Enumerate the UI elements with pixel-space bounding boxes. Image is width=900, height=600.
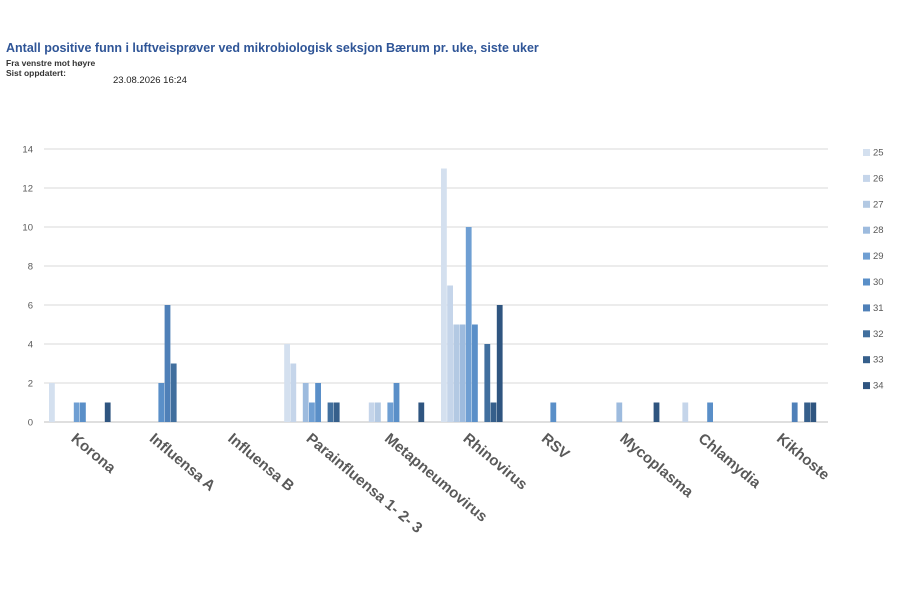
bar — [309, 402, 315, 422]
category-label: Influensa A — [146, 430, 219, 495]
bar — [302, 383, 309, 422]
bar — [418, 402, 425, 422]
y-tick-label: 0 — [28, 418, 33, 429]
category-label: Rhinovirus — [460, 430, 531, 493]
category-label: RSV — [538, 430, 573, 463]
bar — [49, 383, 55, 422]
last-updated-value: 23.08.2026 16:24 — [113, 75, 187, 86]
bar — [810, 402, 817, 422]
bar — [80, 402, 86, 422]
legend-label: 31 — [873, 303, 884, 314]
category-label: Korona — [68, 430, 120, 477]
y-tick-label: 4 — [28, 340, 33, 351]
bar — [164, 305, 171, 422]
legend-label: 30 — [873, 277, 884, 288]
bar — [791, 402, 798, 422]
bar — [333, 402, 340, 422]
category-label: Mycoplasma — [616, 430, 696, 501]
bar — [707, 402, 713, 422]
bar — [496, 305, 503, 422]
bar — [441, 168, 447, 422]
legend-swatch — [863, 149, 870, 156]
legend-swatch — [863, 174, 870, 182]
last-updated-label: Sist oppdatert: — [6, 68, 66, 78]
bar — [459, 324, 466, 422]
legend-label: 26 — [873, 173, 884, 184]
legend-swatch — [863, 356, 870, 364]
bar — [453, 324, 460, 422]
legend-label: 27 — [873, 199, 884, 210]
legend-swatch — [863, 200, 870, 208]
legend-swatch — [863, 226, 870, 234]
bar — [315, 383, 321, 422]
bar — [616, 402, 623, 422]
legend-swatch — [863, 330, 870, 338]
legend-label: 28 — [873, 225, 884, 236]
category-label: Kikhoste — [773, 430, 832, 484]
legend-swatch — [863, 252, 870, 260]
bar — [804, 402, 810, 422]
legend-label: 25 — [873, 148, 884, 159]
chart-title: Antall positive funn i luftveisprøver ve… — [6, 41, 539, 55]
bar — [472, 324, 478, 422]
y-tick-label: 8 — [28, 262, 33, 273]
bar — [73, 402, 80, 422]
y-tick-label: 2 — [28, 379, 33, 390]
bar — [368, 402, 375, 422]
category-label: Chlamydia — [695, 430, 765, 492]
legend-label: 33 — [873, 355, 884, 366]
bar — [465, 227, 472, 422]
y-tick-label: 10 — [22, 223, 33, 234]
bar — [387, 402, 394, 422]
chart-subtitle: Fra venstre mot høyre — [6, 58, 96, 68]
legend-swatch — [863, 304, 870, 312]
legend-swatch — [863, 382, 870, 390]
bar — [290, 363, 297, 422]
bar — [393, 383, 400, 422]
bar — [447, 285, 453, 422]
legend-label: 32 — [873, 329, 884, 340]
y-tick-label: 14 — [22, 145, 33, 156]
bar — [682, 402, 689, 422]
legend-swatch — [863, 278, 870, 286]
bar — [170, 363, 177, 422]
bar — [550, 402, 557, 422]
y-tick-label: 6 — [28, 301, 33, 312]
bar — [490, 402, 497, 422]
bar — [158, 383, 165, 422]
legend-label: 34 — [873, 381, 884, 392]
bar — [104, 402, 111, 422]
bar — [375, 402, 381, 422]
bar — [327, 402, 334, 422]
bar — [284, 344, 290, 422]
y-tick-label: 12 — [22, 184, 33, 195]
bar — [653, 402, 660, 422]
bar — [484, 344, 491, 422]
category-label: Influensa B — [224, 430, 297, 495]
legend-label: 29 — [873, 251, 884, 262]
